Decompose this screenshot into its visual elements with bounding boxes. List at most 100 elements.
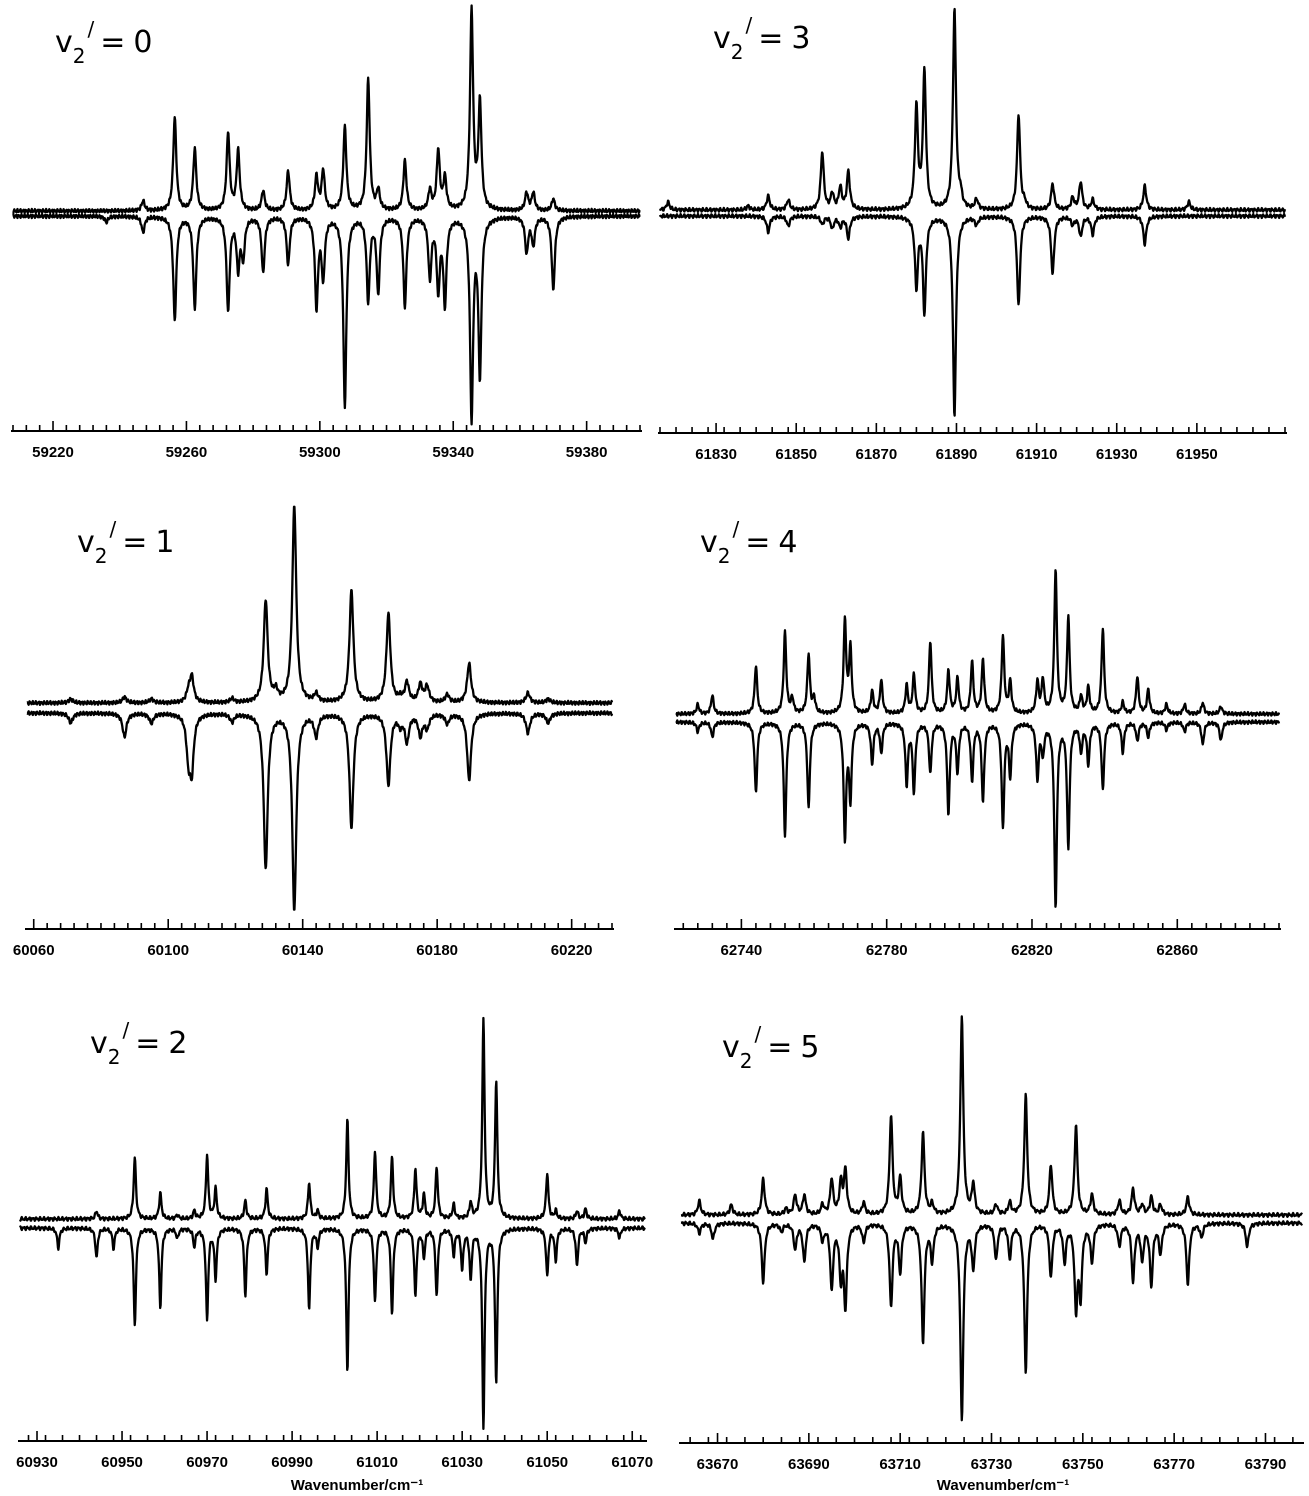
x-tick-label: 63690 [788, 1456, 830, 1473]
x-tick-label: 59380 [566, 444, 608, 461]
x-tick-labels: 60060 60100 60140 60180 60220 [13, 942, 593, 959]
upper-spectrum-trace [26, 505, 614, 707]
label-letter: v [55, 25, 73, 60]
x-tick-labels: 60930 60950 60970 60990 61010 61030 61050 61070 [16, 1454, 653, 1471]
label-letter: v [77, 525, 95, 560]
label-value: 0 [133, 25, 152, 60]
upper-spectrum-trace [658, 7, 1287, 214]
x-tick-label: 60180 [416, 942, 458, 959]
label-equals: = [100, 25, 125, 60]
panel-label: v2/= 1 [77, 517, 174, 568]
x-tick-label: 60930 [16, 1454, 58, 1471]
label-equals: = [122, 525, 147, 560]
upper-spectrum-trace [675, 569, 1281, 717]
x-tick-label: 59260 [166, 444, 208, 461]
panel-label: v2/= 0 [55, 17, 152, 68]
label-equals: = [767, 1030, 792, 1065]
x-tick-labels: 59220 59260 59300 59340 59380 [32, 444, 607, 461]
panel-v2-3: v2/= 3 61830 61850 61870 61890 61910 61930 6195… [658, 7, 1287, 463]
x-ticks [32, 919, 613, 929]
x-tick-label: 63710 [879, 1456, 921, 1473]
panel-v2-2: v2/= 2 60930 60950 60970 60990 61010 61030 6105… [16, 1016, 653, 1471]
x-tick-label: 61830 [695, 446, 737, 463]
lower-spectrum-trace [680, 1220, 1303, 1422]
label-equals: = [135, 1026, 160, 1061]
label-prime: / [746, 13, 753, 37]
label-subscript: 2 [73, 44, 86, 68]
x-tick-label: 61950 [1176, 446, 1218, 463]
x-tick-labels: 61830 61850 61870 61890 61910 61930 61950 [695, 446, 1217, 463]
x-tick-label: 61910 [1016, 446, 1058, 463]
panel-v2-1: v2/= 1 60060 60100 60140 60180 60220 [13, 505, 614, 959]
x-tick-label: 61010 [356, 1454, 398, 1471]
panel-v2-0: v2/= 0 59220 59260 59300 59340 59380 [11, 4, 642, 461]
lower-spectrum-trace [19, 1225, 646, 1430]
lower-spectrum-trace [12, 212, 641, 426]
x-tick-label: 61030 [441, 1454, 483, 1471]
label-letter: v [700, 525, 718, 560]
label-subscript: 2 [95, 544, 108, 568]
x-ticks [12, 421, 641, 431]
x-tick-label: 62740 [721, 942, 763, 959]
x-ticks [27, 1431, 642, 1441]
panel-label: v2/= 5 [722, 1022, 819, 1073]
x-tick-label: 61890 [936, 446, 978, 463]
x-tick-label: 63770 [1153, 1456, 1195, 1473]
x-axis: 60060 60100 60140 60180 60220 [13, 919, 614, 959]
label-prime: / [88, 17, 95, 41]
x-axis: 63670 63690 63710 63730 63750 63770 63790 [679, 1433, 1304, 1473]
label-letter: v [713, 21, 731, 56]
label-prime: / [110, 517, 117, 541]
x-tick-label: 59340 [432, 444, 474, 461]
x-tick-label: 63750 [1062, 1456, 1104, 1473]
x-axis: 60930 60950 60970 60990 61010 61030 61050 61070 [16, 1431, 653, 1471]
label-letter: v [722, 1030, 740, 1065]
panel-v2-5: v2/= 5 63670 63690 63710 63730 63750 63770 6379… [679, 1015, 1304, 1473]
upper-spectrum-trace [680, 1015, 1303, 1218]
x-tick-label: 60950 [101, 1454, 143, 1471]
x-tick-label: 61050 [526, 1454, 568, 1471]
x-axis: 62740 62780 62820 62860 [674, 919, 1281, 959]
x-ticks [659, 423, 1286, 433]
lower-spectrum-trace [675, 719, 1281, 908]
label-equals: = [745, 525, 770, 560]
x-axis: 59220 59260 59300 59340 59380 [11, 421, 642, 461]
label-subscript: 2 [740, 1049, 753, 1073]
x-tick-label: 60060 [13, 942, 55, 959]
x-tick-labels: 62740 62780 62820 62860 [721, 942, 1199, 959]
panel-label: v2/= 2 [90, 1018, 187, 1069]
panel-label: v2/= 4 [700, 517, 797, 568]
label-value: 2 [168, 1026, 187, 1061]
x-tick-label: 61070 [611, 1454, 653, 1471]
x-tick-label: 60140 [282, 942, 324, 959]
x-tick-label: 60970 [186, 1454, 228, 1471]
x-tick-label: 60220 [551, 942, 593, 959]
label-value: 4 [778, 525, 797, 560]
lower-spectrum-trace [658, 212, 1287, 417]
x-tick-label: 61850 [775, 446, 817, 463]
label-prime: / [733, 517, 740, 541]
x-tick-label: 63670 [697, 1456, 739, 1473]
label-subscript: 2 [731, 40, 744, 64]
x-axis-title-left: Wavenumber/cm⁻¹ [291, 1477, 423, 1494]
x-tick-label: 61870 [855, 446, 897, 463]
x-tick-label: 62860 [1156, 942, 1198, 959]
x-ticks [682, 919, 1280, 929]
label-value: 1 [155, 525, 174, 560]
x-axis-title-right: Wavenumber/cm⁻¹ [937, 1477, 1069, 1494]
lower-spectrum-trace [26, 710, 614, 911]
x-tick-label: 59220 [32, 444, 74, 461]
panel-label: v2/= 3 [713, 13, 810, 64]
x-tick-label: 59300 [299, 444, 341, 461]
label-value: 5 [800, 1030, 819, 1065]
x-tick-label: 62780 [866, 942, 908, 959]
label-value: 3 [791, 21, 810, 56]
x-ticks [689, 1433, 1294, 1443]
label-prime: / [123, 1018, 130, 1042]
x-tick-label: 60100 [147, 942, 189, 959]
upper-spectrum-trace [12, 4, 641, 215]
label-subscript: 2 [718, 544, 731, 568]
label-subscript: 2 [108, 1045, 121, 1069]
x-tick-label: 60990 [271, 1454, 313, 1471]
